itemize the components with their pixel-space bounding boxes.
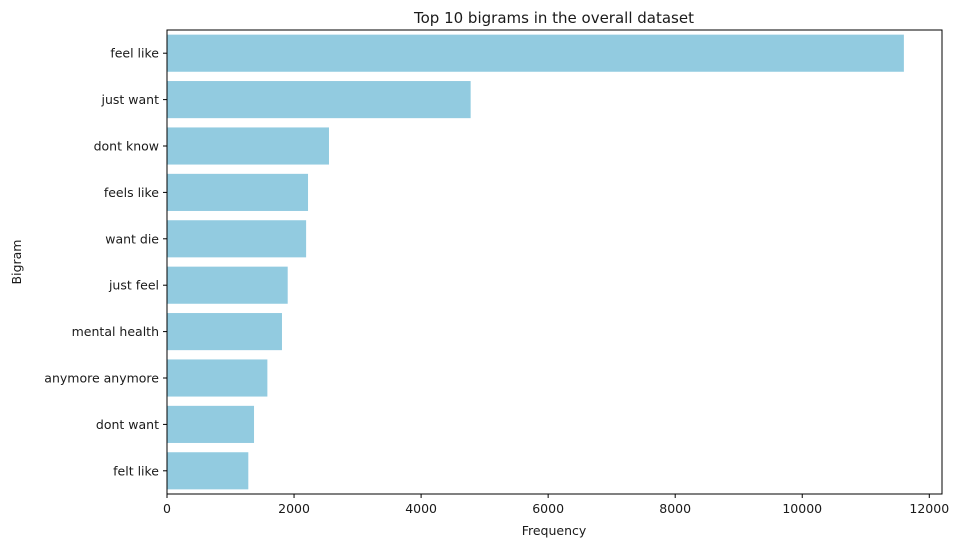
chart-title: Top 10 bigrams in the overall dataset — [413, 9, 694, 27]
bar-anymore-anymore — [167, 359, 268, 397]
y-tick-label: felt like — [113, 463, 159, 478]
y-axis-title: Bigram — [9, 240, 24, 285]
x-tick-label: 2000 — [278, 501, 310, 516]
y-tick-label: anymore anymore — [44, 371, 159, 386]
bar-feels-like — [167, 173, 309, 211]
plot-frame — [166, 29, 943, 495]
y-tick-label: dont know — [94, 139, 159, 154]
y-tick-label: dont want — [96, 417, 159, 432]
bar-just-feel — [167, 266, 288, 304]
bar-feel-like — [167, 34, 904, 72]
x-tick-label: 10000 — [782, 501, 822, 516]
y-tick-label: just feel — [108, 278, 159, 293]
x-tick-label: 4000 — [405, 501, 437, 516]
x-tick-label: 8000 — [659, 501, 691, 516]
y-tick-label: feel like — [110, 46, 159, 61]
bar-dont-want — [167, 405, 255, 443]
bar-just-want — [167, 81, 471, 119]
bar-felt-like — [167, 452, 249, 490]
bar-mental-health — [167, 313, 282, 351]
bar-dont-know — [167, 127, 329, 165]
bar-want-die — [167, 220, 307, 258]
y-axis-labels: feel like just want dont know feels like wan… — [44, 46, 167, 478]
x-axis-title: Frequency — [522, 523, 587, 538]
y-tick-label: want die — [105, 231, 159, 246]
bars-group — [167, 34, 904, 490]
x-tick-label: 12000 — [909, 501, 949, 516]
x-tick-label: 6000 — [532, 501, 564, 516]
y-tick-label: feels like — [104, 185, 159, 200]
y-tick-label: mental health — [72, 324, 159, 339]
y-tick-label: just want — [101, 92, 160, 107]
x-axis-ticks: 0 2000 4000 6000 8000 10000 12000 — [163, 494, 949, 516]
x-tick-label: 0 — [163, 501, 171, 516]
